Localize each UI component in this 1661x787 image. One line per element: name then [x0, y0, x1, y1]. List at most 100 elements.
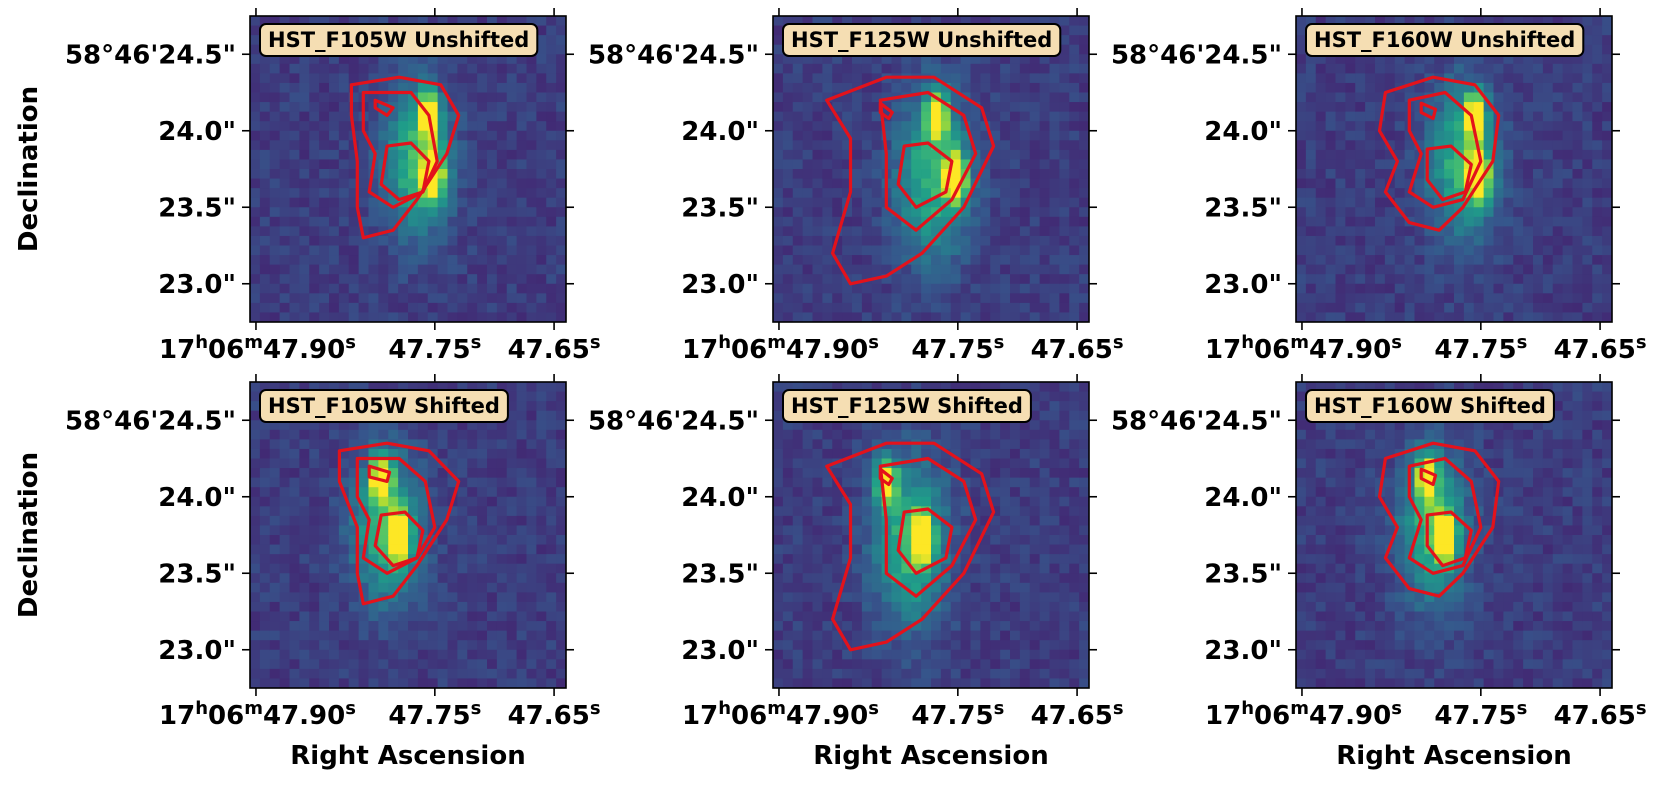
- x-tick-label: 47.65s: [1554, 698, 1647, 731]
- heatmap-image: [773, 16, 1089, 322]
- x-tick-label: 47.75s: [1434, 332, 1527, 365]
- panel-3: 17h06m47.90s 47.75s 47.65s 58°46'24.5" 24.0"…: [1111, 8, 1647, 365]
- x-tick-label: 47.65s: [1031, 332, 1124, 365]
- panel-title: HST_F160W Shifted: [1314, 394, 1546, 418]
- axes-frame: [249, 381, 567, 689]
- y-axis-label: Declination: [14, 452, 44, 618]
- panel-title-badge: HST_F125W Unshifted: [782, 23, 1062, 57]
- x-tick-label: 17h06m47.90s: [159, 698, 356, 731]
- x-tick-label: 47.65s: [508, 698, 601, 731]
- axes-frame: [249, 15, 567, 323]
- contour-level-3: [379, 141, 431, 202]
- x-tick-label: 17h06m47.90s: [682, 698, 879, 731]
- y-tick-label: 24.0": [1204, 483, 1282, 513]
- axes-frame: [772, 15, 1090, 323]
- panel-title-badge: HST_F160W Unshifted: [1305, 23, 1585, 57]
- contour-level-3: [373, 510, 425, 568]
- x-tick-label: 17h06m47.90s: [682, 332, 879, 365]
- contour-level-3: [1425, 144, 1473, 202]
- axes-frame: [772, 381, 1090, 689]
- contour-level-2: [878, 90, 978, 232]
- contour-level-3: [1425, 510, 1473, 568]
- y-tick-label: 58°46'24.5": [65, 406, 236, 436]
- contour-level-4: [878, 467, 894, 487]
- contour-level-1: [825, 441, 996, 652]
- heatmap-image: [1296, 382, 1612, 688]
- contour-level-2: [1407, 90, 1483, 209]
- contour-level-3: [896, 507, 954, 575]
- y-tick-label: 23.0": [158, 636, 236, 666]
- contour-level-4: [1419, 101, 1438, 121]
- heatmap-image: [1296, 16, 1612, 322]
- panel-5: 17h06m47.90s 47.75s 47.65s 58°46'24.5" 24.0"…: [588, 374, 1124, 771]
- axes-frame: [1295, 381, 1613, 689]
- contour-level-4: [1419, 467, 1438, 487]
- panel-title: HST_F160W Unshifted: [1314, 28, 1575, 52]
- y-tick-label: 58°46'24.5": [588, 406, 759, 436]
- y-tick-label: 23.0": [681, 636, 759, 666]
- y-tick-label: 23.5": [158, 193, 236, 223]
- contour-level-4: [373, 98, 395, 118]
- x-axis-label: Right Ascension: [1336, 741, 1571, 771]
- panel-6: 17h06m47.90s 47.75s 47.65s 58°46'24.5" 24.0"…: [1111, 374, 1647, 771]
- heatmap-image: [250, 382, 566, 688]
- heatmap-image: [250, 16, 566, 322]
- contour-level-1: [1377, 75, 1501, 232]
- x-tick-label: 47.75s: [911, 698, 1004, 731]
- y-tick-label: 58°46'24.5": [588, 40, 759, 70]
- y-tick-label: 23.0": [1204, 636, 1282, 666]
- contour-level-1: [1377, 441, 1501, 598]
- y-tick-label: 58°46'24.5": [1111, 406, 1282, 436]
- y-tick-label: 24.0": [1204, 117, 1282, 147]
- y-tick-label: 23.5": [1204, 559, 1282, 589]
- y-tick-label: 24.0": [681, 117, 759, 147]
- x-tick-label: 17h06m47.90s: [159, 332, 356, 365]
- contour-level-1: [337, 441, 461, 606]
- x-tick-label: 47.75s: [388, 332, 481, 365]
- contour-level-2: [878, 456, 978, 598]
- contour-level-1: [825, 75, 996, 286]
- x-axis-label: Right Ascension: [290, 741, 525, 771]
- contour-level-2: [361, 90, 439, 209]
- contour-level-2: [1407, 456, 1483, 575]
- axes-frame: [1295, 15, 1613, 323]
- y-tick-label: 58°46'24.5": [1111, 40, 1282, 70]
- x-tick-label: 17h06m47.90s: [1205, 698, 1402, 731]
- y-tick-label: 24.0": [158, 117, 236, 147]
- x-tick-label: 17h06m47.90s: [1205, 332, 1402, 365]
- y-tick-label: 24.0": [158, 483, 236, 513]
- x-tick-label: 47.65s: [1554, 332, 1647, 365]
- y-tick-label: 23.0": [1204, 270, 1282, 300]
- y-tick-label: 23.5": [681, 193, 759, 223]
- y-tick-label: 23.5": [158, 559, 236, 589]
- contour-level-3: [896, 141, 954, 209]
- panel-title-badge: HST_F105W Shifted: [259, 389, 509, 423]
- panel-2: 17h06m47.90s 47.75s 47.65s 58°46'24.5" 24.0"…: [588, 8, 1124, 365]
- x-axis-label: Right Ascension: [813, 741, 1048, 771]
- panel-title: HST_F105W Shifted: [268, 394, 500, 418]
- panel-1: 17h06m47.90s 47.75s 47.65s 58°46'24.5" 24.0"…: [14, 8, 601, 365]
- x-tick-label: 47.65s: [508, 332, 601, 365]
- contour-level-4: [367, 464, 392, 483]
- y-tick-label: 23.0": [158, 270, 236, 300]
- y-tick-label: 24.0": [681, 483, 759, 513]
- panel-title-badge: HST_F125W Shifted: [782, 389, 1032, 423]
- panel-title-badge: HST_F105W Unshifted: [259, 23, 539, 57]
- y-tick-label: 23.5": [1204, 193, 1282, 223]
- panel-title-badge: HST_F160W Shifted: [1305, 389, 1555, 423]
- heatmap-image: [773, 382, 1089, 688]
- contour-level-4: [878, 101, 894, 121]
- panel-4: 17h06m47.90s 47.75s 47.65s 58°46'24.5" 24.0"…: [14, 374, 601, 771]
- contour-level-1: [349, 75, 461, 240]
- x-tick-label: 47.75s: [1434, 698, 1527, 731]
- x-tick-label: 47.75s: [911, 332, 1004, 365]
- contour-level-2: [355, 456, 437, 575]
- x-tick-label: 47.75s: [388, 698, 481, 731]
- y-axis-label: Declination: [14, 86, 44, 252]
- panel-title: HST_F125W Shifted: [791, 394, 1023, 418]
- x-tick-label: 47.65s: [1031, 698, 1124, 731]
- y-tick-label: 23.0": [681, 270, 759, 300]
- panel-title: HST_F105W Unshifted: [268, 28, 529, 52]
